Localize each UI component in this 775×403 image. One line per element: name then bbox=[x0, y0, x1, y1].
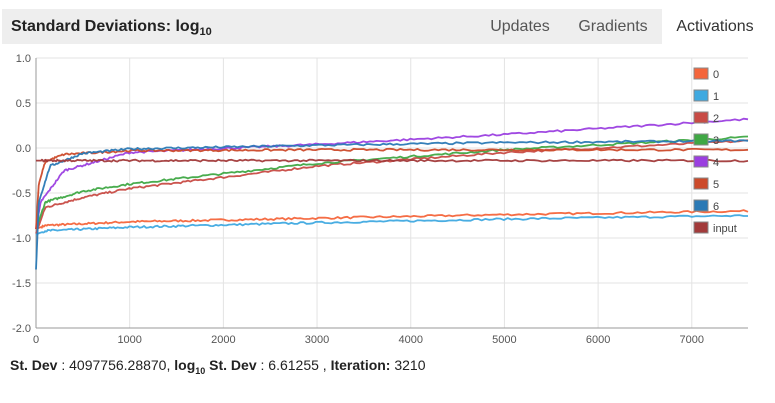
y-tick-label: 1.0 bbox=[16, 53, 31, 65]
legend-swatch-3 bbox=[693, 133, 709, 146]
iteration-label: Iteration: bbox=[330, 357, 391, 373]
legend-swatch-input bbox=[693, 221, 709, 234]
legend-label-6: 6 bbox=[713, 201, 719, 213]
y-tick-label: -1.0 bbox=[12, 233, 31, 245]
log-subscript: 10 bbox=[195, 365, 206, 376]
stdev-label: St. Dev bbox=[10, 357, 58, 373]
y-tick-label: -2.0 bbox=[12, 323, 31, 335]
stdev-line-chart: 1.00.50.0-0.5-1.0-1.5-2.00 1000 2000 3000 40… bbox=[12, 53, 749, 346]
legend-label-2: 2 bbox=[713, 113, 719, 125]
log-stdev-label: St. Dev bbox=[209, 357, 257, 373]
legend-label-1: 1 bbox=[713, 91, 719, 103]
legend-swatch-4 bbox=[693, 155, 709, 168]
legend-label-0: 0 bbox=[713, 69, 719, 81]
series-line-6 bbox=[35, 139, 749, 270]
series-line-2 bbox=[35, 139, 749, 235]
x-tick-label: 0 bbox=[33, 334, 39, 346]
series-line-3 bbox=[35, 135, 749, 230]
x-tick-label: 1000 bbox=[117, 334, 141, 346]
y-tick-label: -1.5 bbox=[12, 278, 31, 290]
log-label: log bbox=[174, 357, 196, 373]
series-line-1 bbox=[35, 214, 748, 236]
x-tick-label: 6000 bbox=[586, 334, 610, 346]
x-tick-label: 5000 bbox=[492, 334, 516, 346]
legend-swatch-6 bbox=[693, 199, 709, 212]
y-tick-label: 0.0 bbox=[16, 143, 31, 155]
tab-gradients[interactable]: Gradients bbox=[578, 18, 648, 35]
tab-activations[interactable]: Activations bbox=[662, 9, 768, 44]
log-stdev-value: 6.61255 bbox=[268, 357, 319, 373]
stdev-value: 4097756.28870 bbox=[69, 357, 167, 373]
x-tick-label: 7000 bbox=[680, 334, 704, 346]
chart-title: Standard Deviations: log10 bbox=[11, 18, 212, 38]
x-tick-label: 2000 bbox=[211, 334, 235, 346]
series-line-input bbox=[35, 158, 749, 163]
stats-footer: St. Dev : 4097756.28870, log10 St. Dev :… bbox=[10, 357, 426, 376]
legend-label-input: input bbox=[713, 223, 737, 235]
title-text: Standard Deviations: log bbox=[11, 18, 200, 35]
series-line-5 bbox=[35, 147, 749, 230]
legend-swatch-2 bbox=[693, 111, 709, 124]
legend-swatch-1 bbox=[693, 89, 709, 102]
legend-label-3: 3 bbox=[713, 135, 719, 147]
x-tick-label: 4000 bbox=[398, 334, 422, 346]
legend-label-5: 5 bbox=[713, 179, 719, 191]
y-tick-label: -0.5 bbox=[12, 188, 31, 200]
legend-swatch-0 bbox=[693, 67, 709, 80]
chart-header: Standard Deviations: log10 Updates Gradi… bbox=[2, 9, 768, 44]
legend-swatch-5 bbox=[693, 177, 709, 190]
x-tick-label: 3000 bbox=[305, 334, 329, 346]
y-tick-label: 0.5 bbox=[16, 98, 31, 110]
title-subscript: 10 bbox=[199, 26, 212, 39]
iteration-value: 3210 bbox=[394, 357, 426, 373]
tab-updates[interactable]: Updates bbox=[490, 18, 550, 35]
legend-label-4: 4 bbox=[713, 157, 719, 169]
series-line-0 bbox=[35, 209, 749, 230]
